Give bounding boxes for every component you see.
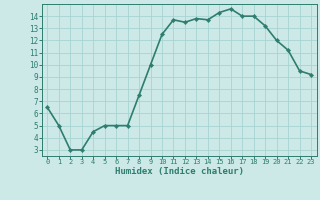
X-axis label: Humidex (Indice chaleur): Humidex (Indice chaleur) <box>115 167 244 176</box>
